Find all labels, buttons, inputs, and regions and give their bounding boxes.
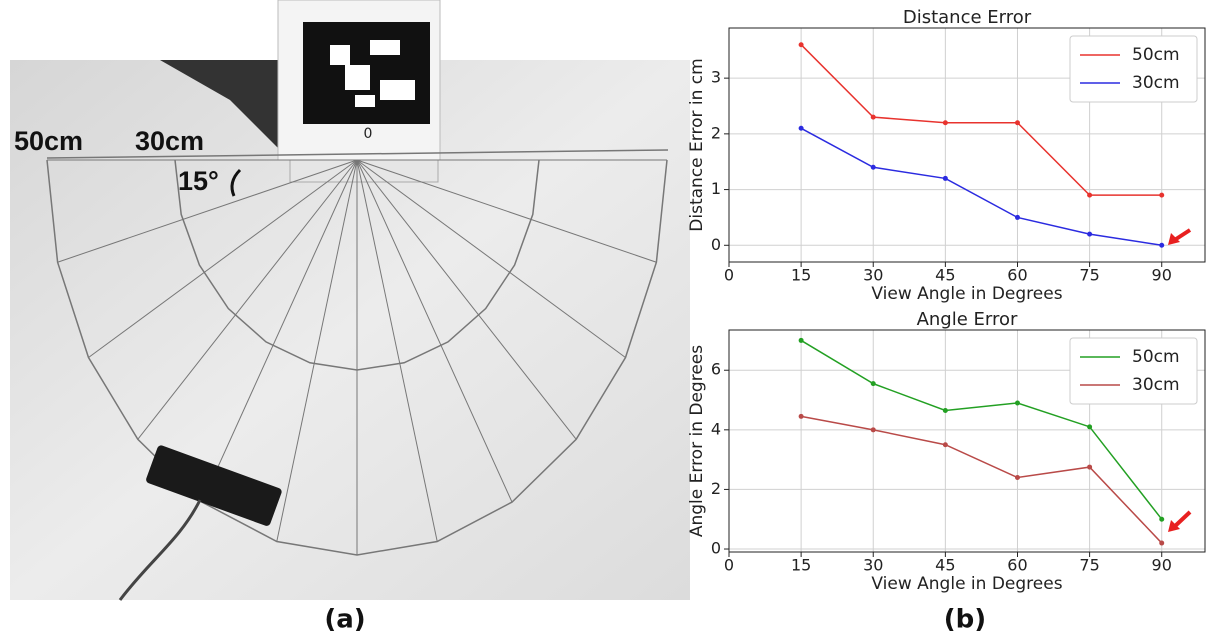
radius-label: 30cm	[135, 126, 204, 156]
angle-label: 15°	[178, 166, 219, 196]
y-tick-label: 2	[711, 123, 721, 142]
x-tick-label: 90	[1152, 556, 1172, 575]
data-point	[871, 427, 876, 432]
data-point	[1087, 465, 1092, 470]
data-point	[1159, 517, 1164, 522]
legend-label: 50cm	[1132, 347, 1180, 367]
data-point	[799, 42, 804, 47]
chart-title: Distance Error	[903, 7, 1032, 28]
data-point	[1159, 193, 1164, 198]
data-point	[1015, 215, 1020, 220]
data-point	[943, 408, 948, 413]
x-tick-label: 45	[935, 266, 955, 285]
x-tick-label: 0	[724, 266, 734, 285]
figure: 0 50cm 30cm 15° (a) (b) 0153045607590012…	[0, 0, 1206, 639]
x-tick-label: 75	[1079, 266, 1099, 285]
x-axis-label: View Angle in Degrees	[871, 284, 1062, 304]
data-point	[943, 176, 948, 181]
marker-cell	[345, 65, 370, 90]
marker-cell	[355, 95, 375, 107]
marker-id: 0	[364, 126, 373, 142]
x-tick-label: 60	[1007, 556, 1027, 575]
legend-label: 30cm	[1132, 375, 1180, 395]
y-axis-label: Distance Error in cm	[687, 58, 707, 231]
y-tick-label: 4	[711, 419, 721, 438]
y-axis-label: Angle Error in Degrees	[687, 345, 707, 537]
data-point	[871, 381, 876, 386]
y-tick-label: 0	[711, 539, 721, 558]
caption: (a)	[324, 605, 365, 635]
caption: (b)	[944, 605, 986, 635]
data-point	[1159, 541, 1164, 546]
x-tick-label: 90	[1152, 266, 1172, 285]
data-point	[1087, 232, 1092, 237]
data-point	[1015, 475, 1020, 480]
marker-cell	[370, 40, 400, 55]
x-tick-label: 30	[863, 556, 883, 575]
data-point	[871, 115, 876, 120]
y-tick-label: 1	[711, 179, 721, 198]
data-point	[871, 165, 876, 170]
y-tick-label: 0	[711, 235, 721, 254]
data-point	[1015, 120, 1020, 125]
x-tick-label: 75	[1079, 556, 1099, 575]
data-point	[943, 442, 948, 447]
legend-label: 50cm	[1132, 45, 1180, 65]
data-point	[799, 338, 804, 343]
series-line	[801, 128, 1162, 245]
data-point	[799, 126, 804, 131]
data-point	[1015, 401, 1020, 406]
chart-title: Angle Error	[917, 309, 1018, 330]
data-point	[1087, 424, 1092, 429]
y-tick-label: 2	[711, 479, 721, 498]
x-tick-label: 30	[863, 266, 883, 285]
y-tick-label: 6	[711, 360, 721, 379]
x-tick-label: 15	[791, 556, 811, 575]
x-axis-label: View Angle in Degrees	[871, 574, 1062, 594]
photo: 0 50cm 30cm 15°	[10, 0, 690, 600]
marker-cell	[380, 80, 415, 100]
legend-label: 30cm	[1132, 73, 1180, 93]
data-point	[1087, 193, 1092, 198]
radius-label: 50cm	[14, 126, 83, 156]
x-tick-label: 60	[1007, 266, 1027, 285]
chart: 0 15 30 45 60 75 90 0 2 4 6 Angle Error View Angle i…	[687, 309, 1205, 594]
marker-cell	[330, 45, 350, 65]
x-tick-label: 45	[935, 556, 955, 575]
chart: 0 15 30 45 60 75 90 0 1 2 3 Distance Error View Angl…	[687, 7, 1205, 304]
data-point	[1159, 243, 1164, 248]
marker-base	[290, 160, 438, 182]
data-point	[943, 120, 948, 125]
series-line	[801, 416, 1162, 543]
x-tick-label: 0	[724, 556, 734, 575]
x-tick-label: 15	[791, 266, 811, 285]
data-point	[799, 414, 804, 419]
y-tick-label: 3	[711, 68, 721, 87]
